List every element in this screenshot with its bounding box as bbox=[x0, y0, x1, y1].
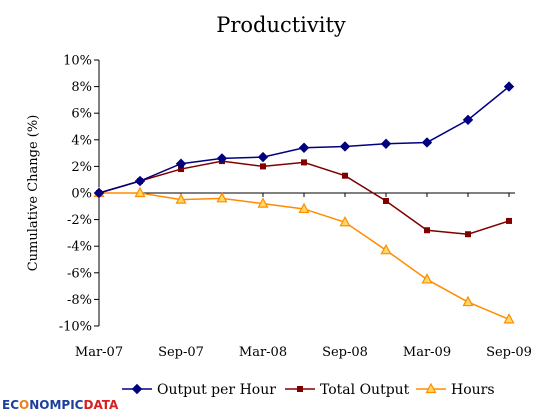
series-total-output bbox=[96, 158, 512, 238]
data-point bbox=[339, 141, 351, 152]
chart-title: Productivity bbox=[216, 13, 346, 37]
y-tick-label: 2% bbox=[71, 160, 92, 175]
legend-item: Total Output bbox=[285, 382, 410, 398]
y-tick-label: 0% bbox=[71, 187, 92, 202]
data-point bbox=[380, 243, 392, 255]
data-point bbox=[503, 81, 515, 92]
data-point bbox=[93, 187, 105, 199]
data-point bbox=[134, 175, 146, 187]
data-point bbox=[216, 153, 228, 164]
data-point bbox=[298, 142, 310, 153]
series-output-per-hour bbox=[93, 81, 515, 199]
economicdata-logo: ECONOMPICDATA bbox=[2, 398, 119, 412]
y-tick-label: 10% bbox=[63, 54, 92, 69]
data-point bbox=[216, 192, 228, 203]
legend: Output per Hour Total Output Hours bbox=[122, 382, 495, 398]
data-point bbox=[175, 158, 187, 169]
x-tick-label: Sep-09 bbox=[486, 345, 532, 360]
x-tick-label: Mar-09 bbox=[403, 345, 451, 360]
legend-label: Total Output bbox=[320, 382, 410, 398]
data-point bbox=[342, 172, 348, 179]
data-point bbox=[421, 273, 433, 284]
y-tick-label: -6% bbox=[67, 266, 92, 281]
axes bbox=[94, 59, 515, 327]
x-tick-labels: Mar-07 Sep-07 Mar-08 Sep-08 Mar-09 Sep-09 bbox=[75, 345, 532, 360]
y-axis-label: Cumulative Change (%) bbox=[26, 115, 41, 272]
legend-marker bbox=[425, 382, 437, 394]
data-point bbox=[257, 197, 269, 208]
data-point bbox=[134, 186, 146, 198]
y-tick-label: -4% bbox=[67, 240, 92, 255]
data-point bbox=[260, 163, 266, 170]
y-tick-label: -2% bbox=[67, 213, 92, 228]
data-point bbox=[506, 217, 512, 224]
data-point bbox=[178, 166, 184, 173]
data-point bbox=[257, 151, 269, 163]
data-point bbox=[298, 202, 310, 214]
y-tick-labels: 10% 8% 6% 4% 2% 0% -2% -4% -6% -8% -10% bbox=[59, 54, 92, 335]
series-group bbox=[93, 81, 515, 324]
y-tick-label: -8% bbox=[67, 293, 92, 308]
data-point bbox=[380, 138, 392, 149]
x-tick-label: Mar-07 bbox=[75, 345, 123, 360]
data-point bbox=[462, 114, 474, 126]
x-tick-label: Sep-07 bbox=[158, 345, 204, 360]
legend-item: Hours bbox=[416, 382, 495, 398]
data-point bbox=[503, 313, 515, 324]
series-hours bbox=[93, 186, 515, 324]
y-tick-label: -10% bbox=[59, 320, 92, 335]
legend-label: Output per Hour bbox=[157, 382, 276, 398]
data-point bbox=[301, 159, 307, 166]
data-point bbox=[462, 295, 474, 307]
data-point bbox=[424, 227, 430, 234]
legend-item: Output per Hour bbox=[122, 382, 276, 398]
data-point bbox=[421, 137, 433, 148]
data-point bbox=[339, 215, 351, 227]
legend-label: Hours bbox=[451, 382, 495, 398]
y-tick-label: 4% bbox=[71, 133, 92, 148]
series-line bbox=[98, 86, 510, 194]
x-tick-label: Mar-08 bbox=[239, 345, 287, 360]
data-point bbox=[175, 193, 187, 204]
y-tick-label: 8% bbox=[71, 80, 92, 95]
data-point bbox=[383, 197, 389, 204]
x-tick-label: Sep-08 bbox=[322, 345, 368, 360]
data-point bbox=[465, 231, 471, 238]
y-tick-label: 6% bbox=[71, 107, 92, 122]
legend-marker bbox=[131, 383, 143, 395]
legend-marker bbox=[297, 386, 303, 392]
